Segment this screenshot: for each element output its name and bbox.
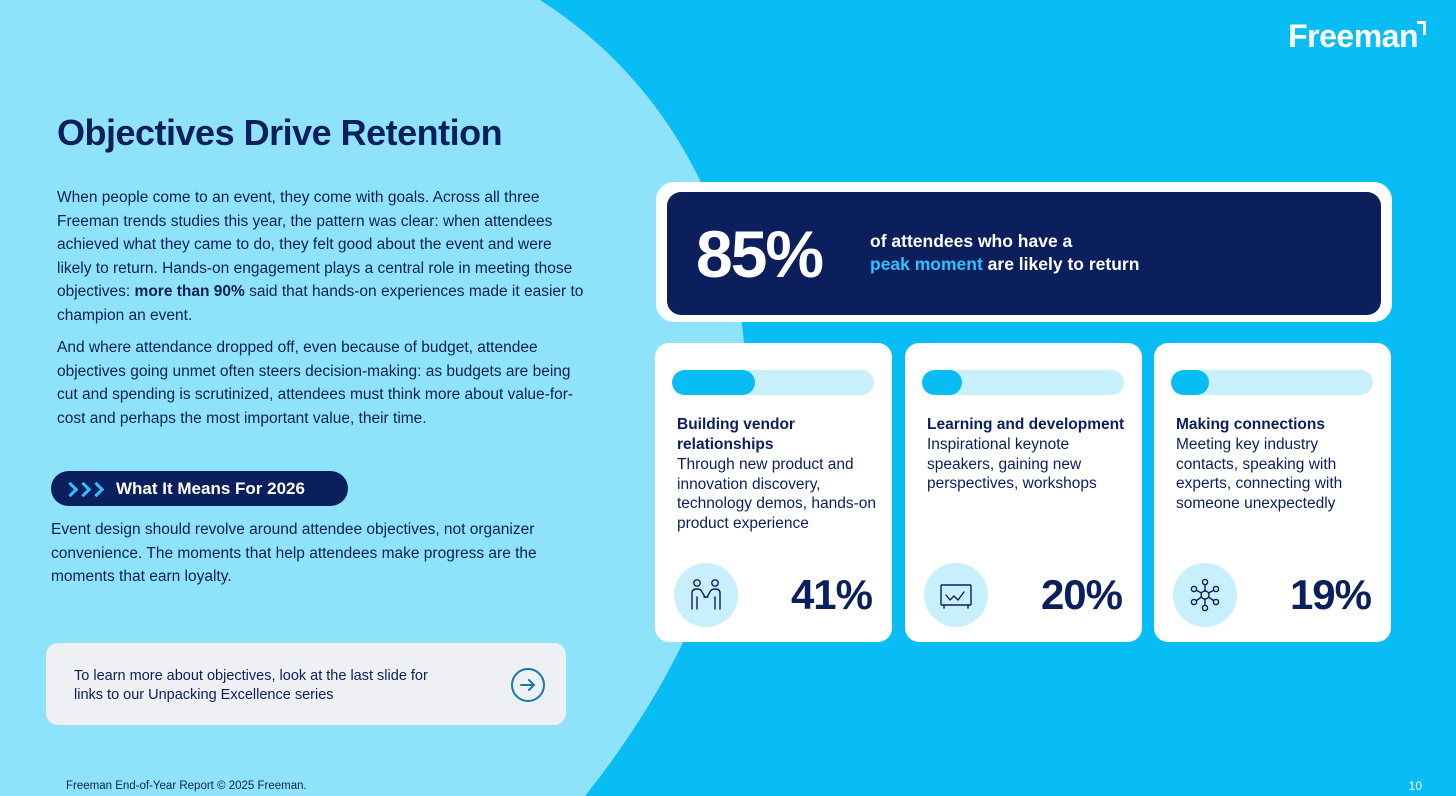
card-percentage: 19% xyxy=(1289,571,1372,618)
learn-more-text: To learn more about objectives, look at … xyxy=(74,668,428,703)
stat-desc-highlight: peak moment xyxy=(870,254,983,274)
what-it-means-text: Event design should revolve around atten… xyxy=(51,521,537,586)
logo-corner-mark xyxy=(1417,21,1426,35)
what-it-means-label: What It Means For 2026 xyxy=(116,478,305,498)
stat-desc-line1: of attendees who have a xyxy=(870,231,1073,251)
progress-bar-fill xyxy=(672,370,755,395)
progress-bar-track xyxy=(672,370,874,395)
card-description: Meeting key industry contacts, speaking … xyxy=(1176,436,1343,512)
card-percentage: 20% xyxy=(1040,571,1123,618)
intro-paragraph-1: When people come to an event, they come … xyxy=(57,186,587,328)
progress-bar-fill xyxy=(922,370,963,395)
card-description: Inspirational keynote speakers, gaining … xyxy=(927,436,1097,493)
what-it-means-badge: What It Means For 2026 xyxy=(51,471,348,506)
presentation-screen-icon xyxy=(924,563,988,627)
page-number: 10 xyxy=(1408,779,1422,793)
card-percentage: 41% xyxy=(790,571,873,618)
headline-stat-card: 85% of attendees who have a peak moment … xyxy=(656,182,1392,322)
card-description: Through new product and innovation disco… xyxy=(677,456,877,532)
headline-stat-description: of attendees who have a peak moment are … xyxy=(870,230,1139,276)
objective-card-vendor: Building vendor relationships Through ne… xyxy=(655,343,892,642)
freeman-logo: Freeman xyxy=(1288,18,1426,55)
intro-paragraph-2: And where attendance dropped off, even b… xyxy=(57,339,574,427)
learn-more-callout[interactable]: To learn more about objectives, look at … xyxy=(46,643,566,725)
objective-card-learning: Learning and development Inspirational k… xyxy=(905,343,1142,642)
handshake-people-icon xyxy=(674,563,738,627)
headline-stat-value: 85% xyxy=(696,217,824,291)
page-title: Objectives Drive Retention xyxy=(57,112,503,153)
progress-bar-track xyxy=(922,370,1124,395)
progress-bar-fill xyxy=(1171,370,1210,395)
headline-stat-panel: 85% of attendees who have a peak moment … xyxy=(667,192,1381,315)
card-title: Learning and development xyxy=(927,416,1125,433)
intro-p1-bold: more than 90% xyxy=(134,283,245,301)
network-nodes-icon xyxy=(1173,563,1237,627)
intro-p1-text: When people come to an event, they come … xyxy=(57,189,573,301)
objective-card-connections: Making connections Meeting key industry … xyxy=(1154,343,1391,642)
intro-p1-tail: said that hands-on experiences made it e… xyxy=(57,283,584,324)
triple-chevron-right-icon xyxy=(65,482,104,496)
stat-desc-rest: are likely to return xyxy=(982,254,1140,274)
footer-copyright: Freeman End-of-Year Report © 2025 Freema… xyxy=(66,780,307,792)
progress-bar-track xyxy=(1171,370,1373,395)
arrow-right-circle-icon[interactable] xyxy=(511,668,545,702)
card-title: Building vendor relationships xyxy=(677,416,795,453)
card-title: Making connections xyxy=(1176,416,1325,433)
